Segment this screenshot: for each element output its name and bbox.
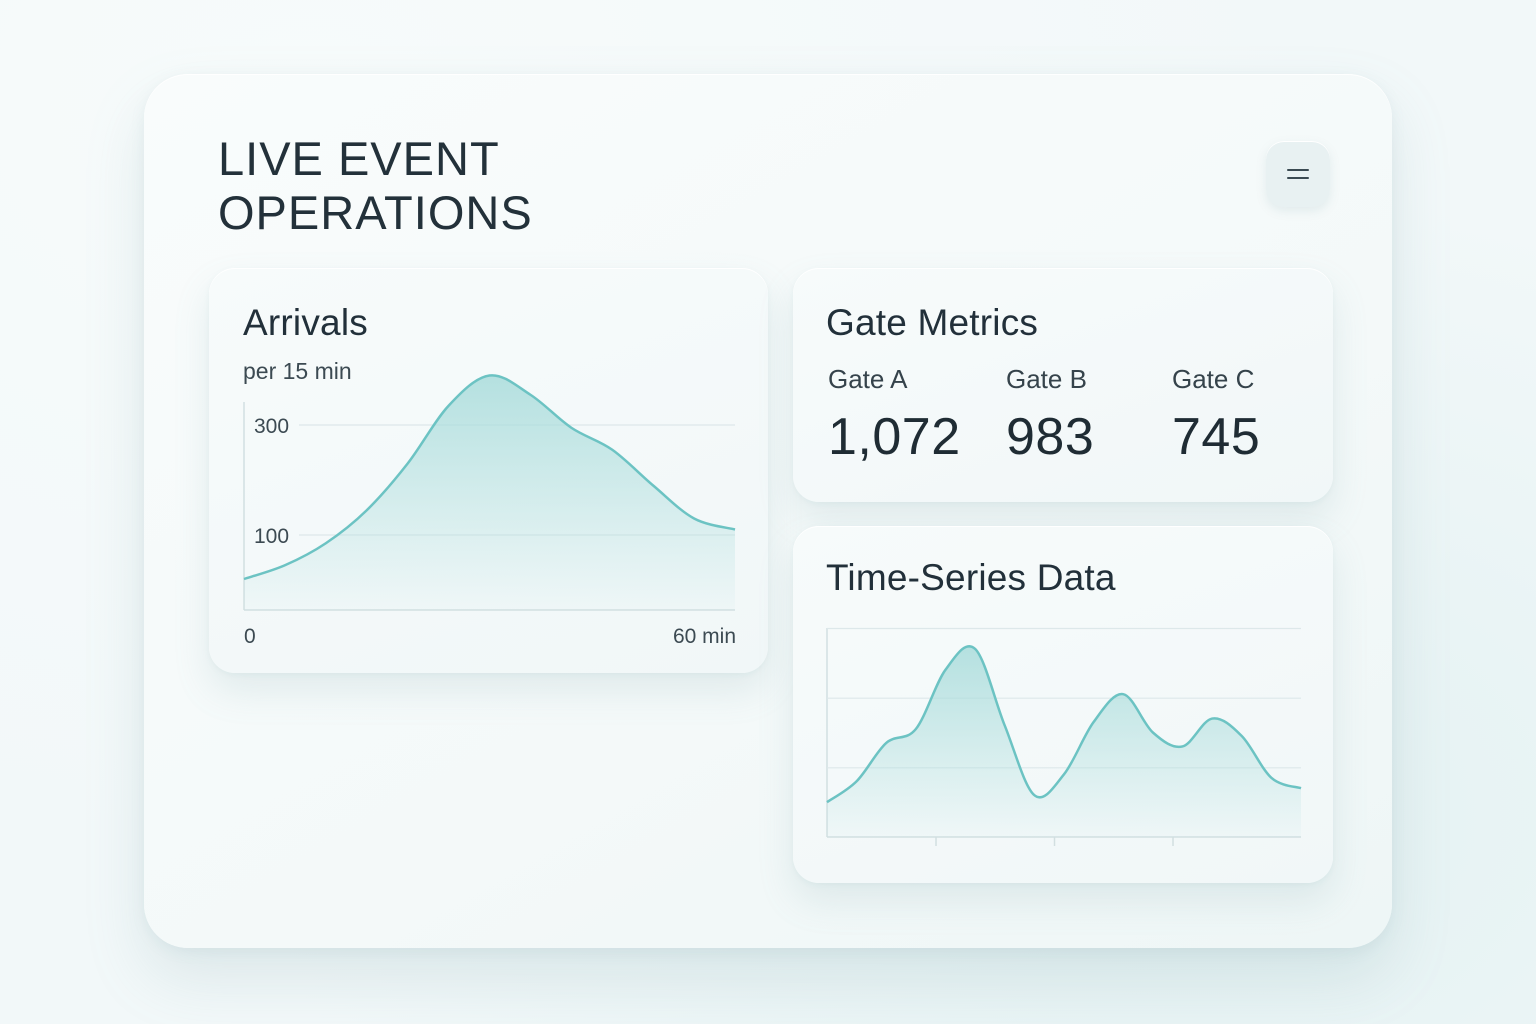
arrivals-title: Arrivals	[243, 302, 368, 343]
gate-c-metric: Gate C 745	[1172, 364, 1260, 467]
y-tick-label: 100	[254, 525, 289, 548]
y-tick-label: 300	[254, 415, 289, 438]
menu-icon	[1287, 169, 1309, 179]
gate-b-label: Gate B	[1006, 364, 1087, 394]
gate-metrics-card	[793, 268, 1333, 502]
gate-c-value: 745	[1172, 408, 1261, 466]
page-title: LIVE EVENT OPERATIONS	[218, 132, 533, 239]
gate-a-value: 1,072	[828, 408, 961, 466]
x-tick-label-end: 60 min	[673, 625, 736, 648]
arrivals-chart: 100 300 0 60 min	[243, 374, 736, 648]
x-tick-label-start: 0	[244, 625, 256, 648]
time-series-line	[826, 645, 1302, 804]
time-series-area	[827, 646, 1301, 837]
menu-button[interactable]	[1266, 141, 1330, 207]
gate-b-value: 983	[1006, 408, 1095, 466]
gate-metrics-title: Gate Metrics	[826, 302, 1039, 343]
gate-b-metric: Gate B 983	[1006, 364, 1094, 467]
time-series-chart	[826, 627, 1302, 846]
arrivals-subtitle: per 15 min	[243, 358, 352, 384]
gate-a-metric: Gate A 1,072	[828, 364, 961, 467]
arrivals-area	[244, 375, 735, 610]
gate-a-label: Gate A	[828, 364, 908, 394]
gate-c-label: Gate C	[1172, 364, 1255, 394]
time-series-title: Time-Series Data	[826, 557, 1116, 598]
